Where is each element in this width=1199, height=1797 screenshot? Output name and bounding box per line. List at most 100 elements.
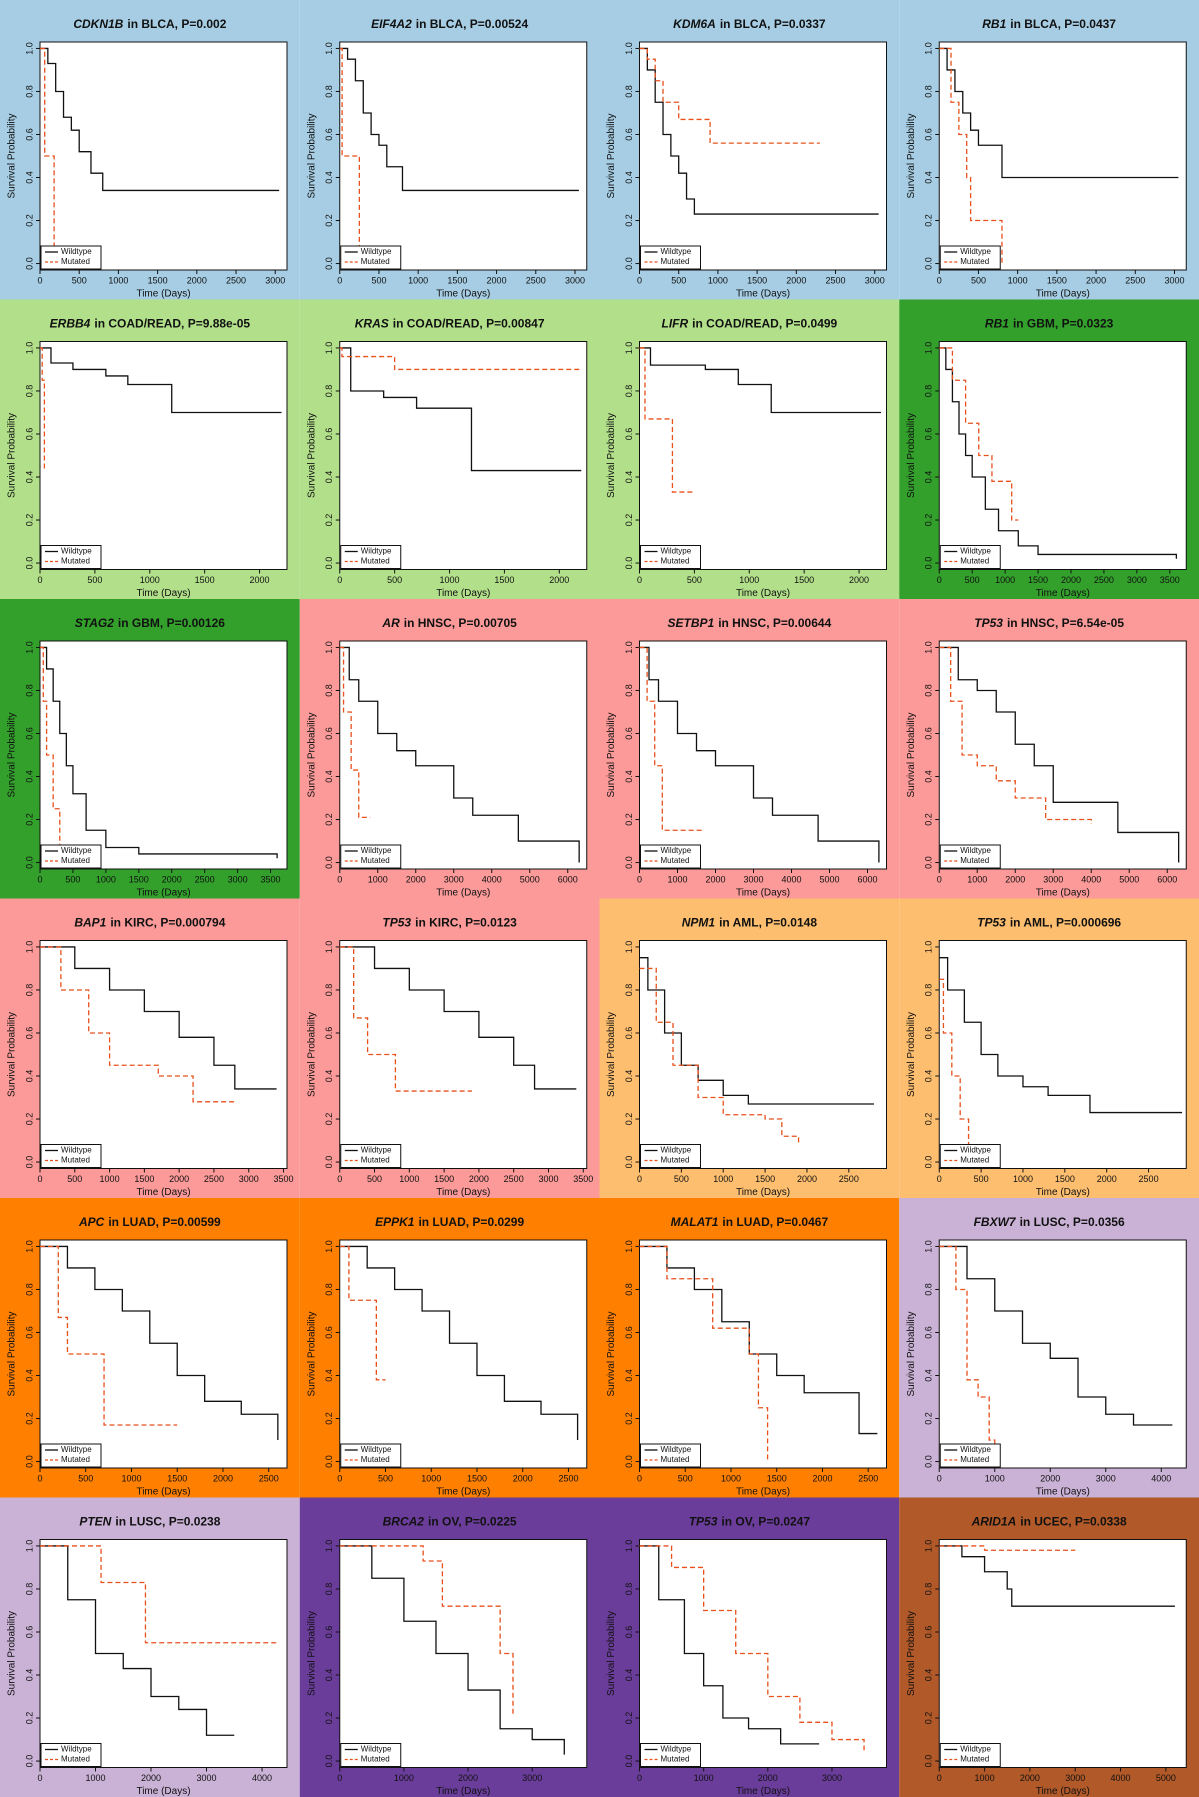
y-tick-label: 0.4 bbox=[924, 1669, 934, 1682]
panel-title: MALAT1 in LUAD, P=0.0467 bbox=[671, 1215, 829, 1229]
y-axis-label: Survival Probability bbox=[606, 113, 617, 198]
y-tick-label: 0.8 bbox=[24, 385, 34, 398]
x-tick-label: 1000 bbox=[399, 1174, 419, 1184]
legend-label: Wildtype bbox=[661, 1146, 692, 1155]
y-tick-label: 0.8 bbox=[324, 984, 334, 997]
legend-label: Mutated bbox=[960, 557, 989, 566]
y-tick-label: 0.6 bbox=[624, 1626, 634, 1639]
x-tick-label: 3000 bbox=[565, 275, 585, 285]
x-tick-label: 0 bbox=[937, 1473, 942, 1483]
y-tick-label: 0.8 bbox=[324, 684, 334, 697]
title-rest: in AML, P=0.0148 bbox=[719, 916, 817, 930]
y-tick-label: 0.6 bbox=[24, 1626, 34, 1639]
gene-name: EIF4A2 bbox=[371, 17, 412, 31]
title-rest: in COAD/READ, P=0.00847 bbox=[393, 317, 545, 331]
x-tick-label: 1500 bbox=[767, 1473, 787, 1483]
y-tick-label: 1.0 bbox=[24, 941, 34, 954]
y-tick-label: 0.4 bbox=[624, 1369, 634, 1382]
legend-label: Mutated bbox=[361, 1755, 390, 1764]
legend-label: Wildtype bbox=[361, 1445, 392, 1454]
x-tick-label: 0 bbox=[337, 1473, 342, 1483]
gene-name: STAG2 bbox=[75, 616, 114, 630]
title-rest: in COAD/READ, P=9.88e-05 bbox=[94, 317, 250, 331]
title-rest: in OV, P=0.0225 bbox=[428, 1515, 517, 1529]
y-tick-label: 0.2 bbox=[624, 214, 634, 227]
panel-title: KRAS in COAD/READ, P=0.00847 bbox=[355, 317, 545, 331]
y-tick-label: 0.6 bbox=[324, 1027, 334, 1040]
x-tick-label: 2000 bbox=[1040, 1473, 1060, 1483]
x-axis-label: Time (Days) bbox=[136, 289, 190, 300]
x-tick-label: 0 bbox=[337, 1773, 342, 1783]
plot-area bbox=[938, 41, 1187, 271]
x-tick-label: 2000 bbox=[797, 1174, 817, 1184]
x-tick-label: 1500 bbox=[1047, 275, 1067, 285]
x-tick-label: 2500 bbox=[839, 1174, 859, 1184]
survival-curve bbox=[40, 1545, 279, 1644]
panel: MALAT1 in LUAD, P=0.0467 0 500 1000 1500 2000 2… bbox=[599, 1198, 900, 1498]
plot-area bbox=[938, 640, 1187, 870]
x-tick-label: 0 bbox=[337, 275, 342, 285]
survival-curve bbox=[339, 1545, 565, 1755]
y-tick-label: 1.0 bbox=[924, 941, 934, 954]
panel: ARID1A in UCEC, P=0.0338 0 1000 2000 3000 4000… bbox=[899, 1497, 1199, 1797]
panel-title: TP53 in AML, P=0.000696 bbox=[977, 916, 1121, 930]
x-tick-label: 1500 bbox=[447, 275, 467, 285]
y-tick-label: 0.2 bbox=[924, 813, 934, 826]
survival-curve bbox=[40, 1245, 279, 1441]
y-tick-label: 0.0 bbox=[24, 1455, 34, 1468]
x-tick-label: 3000 bbox=[228, 874, 248, 884]
y-axis-label: Survival Probability bbox=[606, 1311, 617, 1396]
x-tick-label: 500 bbox=[367, 1174, 382, 1184]
x-tick-label: 2000 bbox=[1097, 1174, 1117, 1184]
y-tick-label: 1.0 bbox=[924, 1240, 934, 1253]
x-tick-label: 2500 bbox=[504, 1174, 524, 1184]
legend-label: Mutated bbox=[361, 856, 390, 865]
x-axis-label: Time (Days) bbox=[136, 888, 190, 899]
y-tick-label: 0.2 bbox=[24, 214, 34, 227]
y-axis-label: Survival Probability bbox=[606, 712, 617, 797]
panel: KRAS in COAD/READ, P=0.00847 0 500 1000 1500 2… bbox=[299, 299, 600, 599]
gene-name: TP53 bbox=[977, 916, 1006, 930]
legend-label: Mutated bbox=[61, 557, 90, 566]
y-axis-label: Survival Probability bbox=[7, 1611, 18, 1696]
x-tick-label: 500 bbox=[965, 575, 980, 585]
y-tick-label: 0.2 bbox=[624, 1412, 634, 1425]
x-tick-label: 1000 bbox=[985, 1473, 1005, 1483]
gene-name: EPPK1 bbox=[375, 1215, 415, 1229]
survival-curve bbox=[639, 1245, 769, 1462]
x-axis-label: Time (Days) bbox=[736, 1786, 790, 1797]
title-rest: in GBM, P=0.0323 bbox=[1013, 317, 1114, 331]
legend-label: Wildtype bbox=[960, 1445, 991, 1454]
y-axis-label: Survival Probability bbox=[7, 712, 18, 797]
gene-name: BAP1 bbox=[74, 916, 106, 930]
x-tick-label: 4000 bbox=[781, 874, 801, 884]
panel-title: PTEN in LUSC, P=0.0238 bbox=[79, 1515, 220, 1529]
x-tick-label: 3000 bbox=[1096, 1473, 1116, 1483]
y-axis-label: Survival Probability bbox=[7, 413, 18, 498]
panel: CDKN1B in BLCA, P=0.002 0 500 1000 1500 2000 25… bbox=[0, 0, 300, 300]
panel-title: ERBB4 in COAD/READ, P=9.88e-05 bbox=[50, 317, 251, 331]
survival-curve bbox=[639, 347, 882, 414]
x-tick-label: 0 bbox=[37, 1473, 42, 1483]
y-tick-label: 0.6 bbox=[924, 1027, 934, 1040]
plot-area bbox=[39, 41, 288, 271]
x-tick-label: 2000 bbox=[812, 1473, 832, 1483]
legend-label: Mutated bbox=[661, 1156, 690, 1165]
y-tick-label: 0.2 bbox=[624, 514, 634, 527]
gene-name: MALAT1 bbox=[671, 1215, 719, 1229]
y-tick-label: 0.2 bbox=[624, 813, 634, 826]
y-tick-label: 0.8 bbox=[624, 984, 634, 997]
survival-curve bbox=[339, 47, 361, 264]
survival-curve bbox=[40, 946, 235, 1103]
y-tick-label: 0.8 bbox=[924, 385, 934, 398]
panel: KDM6A in BLCA, P=0.0337 0 500 1000 1500 2000 25… bbox=[599, 0, 900, 300]
legend-label: Wildtype bbox=[661, 247, 692, 256]
y-tick-label: 0.4 bbox=[624, 171, 634, 184]
title-rest: in LUSC, P=0.0238 bbox=[115, 1515, 220, 1529]
survival-curve bbox=[639, 1545, 820, 1745]
survival-curve bbox=[939, 347, 1178, 559]
